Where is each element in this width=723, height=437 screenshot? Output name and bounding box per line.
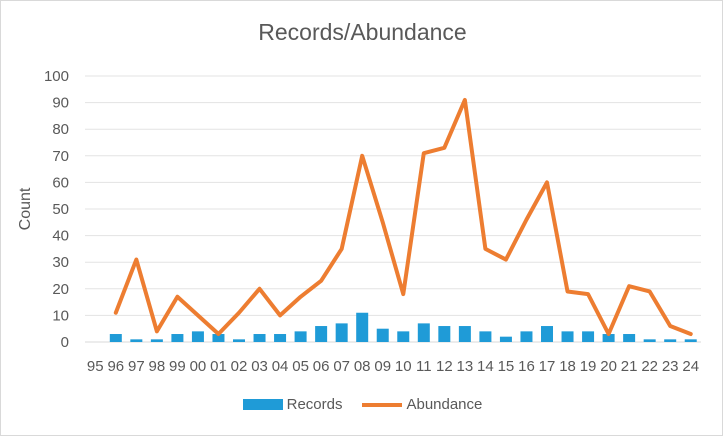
y-tick-label: 30 [52,254,69,271]
legend-item-abundance: Abundance [362,396,482,413]
x-tick-label: 96 [107,358,124,375]
bar-records-18 [561,331,574,342]
x-tick-label: 14 [477,358,494,375]
x-tick-label: 95 [87,358,104,375]
legend-swatch-records [242,399,283,410]
x-tick-label: 12 [436,358,453,375]
bar-records-21 [623,334,636,342]
x-tick-label: 13 [457,358,474,375]
x-tick-label: 07 [333,358,350,375]
legend: Records Abundance [1,396,723,413]
x-tick-label: 00 [190,358,207,375]
x-tick-label: 24 [682,358,699,375]
bar-records-01 [212,334,225,342]
bar-records-04 [274,334,287,342]
y-tick-label: 20 [52,281,69,298]
legend-swatch-abundance [362,402,403,407]
bar-records-22 [643,339,656,342]
x-tick-label: 97 [128,358,145,375]
y-tick-label: 90 [52,95,69,112]
x-tick-label: 22 [641,358,658,375]
bar-records-08 [356,312,369,342]
bar-records-13 [458,326,471,342]
bar-records-11 [417,323,430,342]
y-axis-title: Count [17,187,34,230]
legend-item-records: Records [242,396,343,413]
y-tick-label: 50 [52,201,69,218]
x-tick-label: 23 [662,358,679,375]
y-tick-label: 40 [52,228,69,245]
x-tick-label: 06 [313,358,330,375]
bar-records-23 [664,339,677,342]
x-tick-label: 02 [231,358,248,375]
x-tick-label: 21 [621,358,638,375]
x-tick-label: 20 [600,358,617,375]
bar-records-05 [294,331,307,342]
y-tick-label: 70 [52,148,69,165]
chart-title: Records/Abundance [258,19,467,45]
x-tick-label: 19 [580,358,597,375]
x-tick-label: 04 [272,358,289,375]
bar-records-03 [253,334,266,342]
bar-records-09 [376,328,389,342]
bar-records-07 [335,323,348,342]
line-abundance [113,97,693,337]
y-tick-label: 10 [52,307,69,324]
legend-label-records: Records [286,396,343,413]
x-tick-label: 09 [374,358,391,375]
y-tick-label: 100 [44,68,69,85]
x-tick-label: 08 [354,358,371,375]
x-tick-label: 11 [416,358,432,375]
x-tick-label: 15 [498,358,515,375]
bar-records-17 [541,326,553,342]
bar-records-99 [171,334,184,342]
bar-records-97 [130,339,143,342]
bar-records-12 [438,326,451,342]
x-tick-label: 05 [292,358,309,375]
x-tick-label: 16 [518,358,535,375]
x-tick-label: 10 [395,358,412,375]
bar-records-10 [397,331,410,342]
bar-records-20 [602,334,615,342]
bar-records-16 [520,331,533,342]
y-tick-label: 60 [52,174,69,191]
bar-records-15 [499,336,512,342]
bar-records-06 [315,326,328,342]
x-tick-label: 17 [539,358,556,375]
bar-records-02 [233,339,245,342]
y-tick-label: 0 [61,334,69,351]
legend-label-abundance: Abundance [406,396,483,413]
x-tick-label: 99 [169,358,186,375]
bar-records-98 [150,339,163,342]
bar-records-00 [191,331,204,342]
x-tick-label: 03 [251,358,268,375]
bar-records-24 [684,339,697,342]
bar-records-96 [109,334,122,342]
bar-records-14 [479,331,492,342]
bar-records-19 [582,331,595,342]
y-tick-label: 80 [52,121,69,138]
x-tick-label: 18 [559,358,576,375]
x-tick-label: 01 [210,358,227,375]
x-tick-label: 98 [149,358,166,375]
